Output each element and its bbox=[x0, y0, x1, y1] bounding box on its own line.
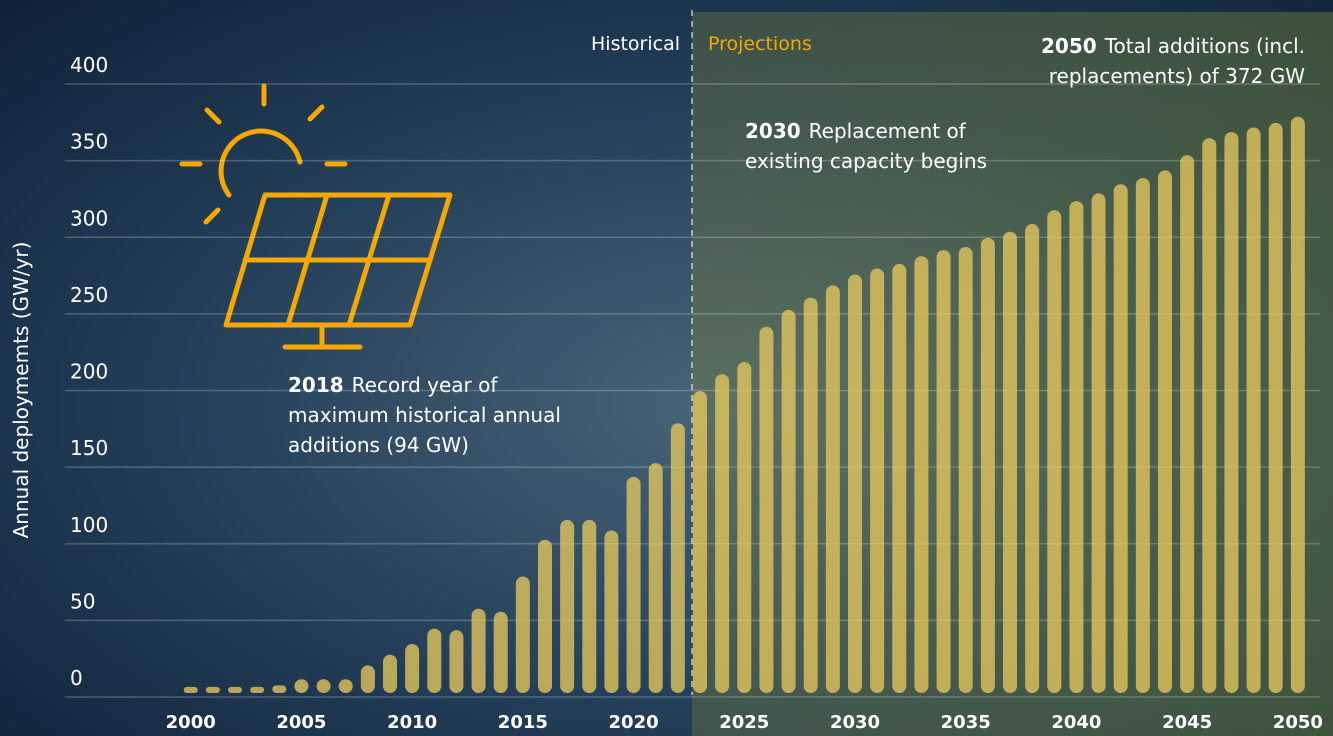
bar bbox=[914, 256, 928, 693]
annotation-text: additions (94 GW) bbox=[288, 433, 469, 457]
x-tick-label: 2020 bbox=[609, 712, 659, 733]
bar bbox=[782, 310, 796, 693]
bar bbox=[1224, 132, 1238, 693]
x-tick-label: 2025 bbox=[719, 712, 769, 733]
x-tick-label: 2035 bbox=[941, 712, 991, 733]
bar bbox=[981, 238, 995, 693]
bar bbox=[1269, 123, 1283, 693]
bar bbox=[538, 540, 552, 693]
bar bbox=[184, 687, 198, 693]
bar bbox=[294, 679, 308, 693]
bar bbox=[317, 679, 331, 693]
y-tick-label: 300 bbox=[70, 206, 108, 230]
bar bbox=[1069, 201, 1083, 693]
bar bbox=[272, 685, 286, 693]
bar bbox=[1114, 184, 1128, 693]
annotation: existing capacity begins bbox=[745, 149, 987, 173]
bar bbox=[361, 665, 375, 693]
annotation: 2018 Record year of bbox=[288, 373, 498, 397]
bar bbox=[560, 520, 574, 693]
bar bbox=[472, 609, 486, 693]
bar bbox=[1025, 224, 1039, 693]
x-tick-label: 2050 bbox=[1273, 712, 1323, 733]
y-tick-label: 350 bbox=[70, 130, 108, 154]
bar bbox=[427, 629, 441, 693]
bar bbox=[1003, 232, 1017, 693]
bar bbox=[759, 327, 773, 693]
x-tick-label: 2005 bbox=[276, 712, 326, 733]
y-tick-label: 50 bbox=[70, 589, 95, 613]
bar bbox=[737, 362, 751, 693]
bar bbox=[848, 275, 862, 693]
bar bbox=[870, 268, 884, 693]
bar bbox=[715, 374, 729, 693]
y-tick-label: 100 bbox=[70, 513, 108, 537]
bar bbox=[516, 577, 530, 693]
y-tick-label: 0 bbox=[70, 666, 83, 690]
bar bbox=[206, 687, 220, 693]
x-tick-label: 2015 bbox=[498, 712, 548, 733]
bar bbox=[937, 250, 951, 693]
annotation-year: 2018 bbox=[288, 373, 344, 397]
bar bbox=[405, 644, 419, 693]
annotation: 2050 Total additions (incl. bbox=[1041, 34, 1305, 58]
bar bbox=[693, 391, 707, 693]
bar bbox=[1202, 138, 1216, 693]
annotation-text: existing capacity begins bbox=[745, 149, 987, 173]
bar bbox=[649, 463, 663, 693]
bar bbox=[1047, 210, 1061, 693]
x-tick-label: 2010 bbox=[387, 712, 437, 733]
annotation-year: 2030 bbox=[745, 119, 801, 143]
annotation-text: Total additions (incl. bbox=[1104, 34, 1305, 58]
bar bbox=[604, 531, 618, 693]
bar bbox=[1291, 117, 1305, 693]
bar bbox=[892, 264, 906, 693]
x-tick-label: 2030 bbox=[830, 712, 880, 733]
annotation-text: Replacement of bbox=[809, 119, 967, 143]
bar bbox=[671, 423, 685, 693]
annotation-year: 2050 bbox=[1041, 34, 1097, 58]
bar bbox=[228, 687, 242, 693]
x-tick-label: 2040 bbox=[1051, 712, 1101, 733]
annotation: maximum historical annual bbox=[288, 403, 561, 427]
annotation: additions (94 GW) bbox=[288, 433, 469, 457]
bar bbox=[449, 630, 463, 693]
annotation-text: replacements) of 372 GW bbox=[1049, 64, 1305, 88]
y-axis-label: Annual deploymemts (GW/yr) bbox=[9, 242, 33, 539]
bar bbox=[627, 477, 641, 693]
bar bbox=[804, 298, 818, 693]
bar bbox=[494, 612, 508, 693]
annotation-text: maximum historical annual bbox=[288, 403, 561, 427]
x-tick-label: 2045 bbox=[1162, 712, 1212, 733]
bar bbox=[1180, 155, 1194, 693]
annotation: replacements) of 372 GW bbox=[1049, 64, 1305, 88]
bar bbox=[1136, 178, 1150, 693]
bar bbox=[1247, 128, 1261, 693]
y-tick-label: 400 bbox=[70, 53, 108, 77]
y-tick-label: 200 bbox=[70, 360, 108, 384]
y-tick-label: 150 bbox=[70, 436, 108, 460]
bar bbox=[959, 247, 973, 693]
bar bbox=[339, 679, 353, 693]
bar bbox=[1092, 193, 1106, 693]
period-label: Historical bbox=[591, 33, 680, 55]
bar bbox=[383, 655, 397, 693]
annotation-text: Record year of bbox=[352, 373, 499, 397]
bar bbox=[582, 520, 596, 693]
bar bbox=[1158, 170, 1172, 693]
x-tick-label: 2000 bbox=[166, 712, 216, 733]
y-tick-label: 250 bbox=[70, 283, 108, 307]
chart: Annual deploymemts (GW/yr) Historical Pr… bbox=[0, 0, 1333, 736]
bar bbox=[826, 285, 840, 693]
annotation: 2030 Replacement of bbox=[745, 119, 967, 143]
bar bbox=[250, 687, 264, 693]
period-label: Projections bbox=[708, 33, 812, 55]
